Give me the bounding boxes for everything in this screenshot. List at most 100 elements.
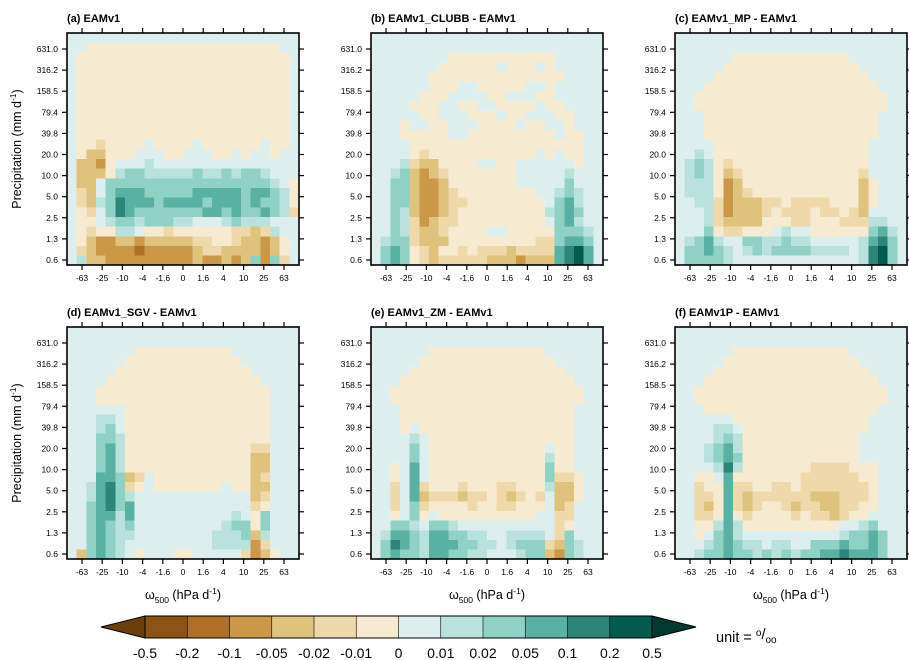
heatmap-cell (76, 520, 87, 531)
heatmap-cell (675, 245, 686, 256)
heatmap-cell (878, 168, 889, 179)
heatmap-cell (400, 414, 411, 425)
heatmap-cell (380, 91, 391, 102)
heatmap-cell (820, 187, 831, 198)
heatmap-cell (458, 433, 469, 444)
heatmap-cell (858, 245, 869, 256)
heatmap-cell (429, 187, 440, 198)
heatmap-cell (144, 501, 155, 512)
heatmap-cell (525, 52, 536, 63)
heatmap-cell (438, 356, 449, 367)
heatmap-cell (752, 414, 763, 425)
heatmap-cell (477, 91, 488, 102)
heatmap-cell (506, 62, 517, 73)
heatmap-cell (574, 236, 585, 247)
heatmap-cell (458, 443, 469, 454)
heatmap-cell (192, 491, 203, 502)
heatmap-cell (535, 375, 546, 386)
heatmap-cell (270, 530, 281, 541)
heatmap-cell (419, 236, 430, 247)
heatmap-cell (820, 423, 831, 434)
heatmap-cell (154, 178, 165, 189)
heatmap-cell (593, 414, 604, 425)
heatmap-cell (535, 327, 546, 338)
heatmap-cell (487, 33, 498, 44)
heatmap-cell (270, 71, 281, 82)
heatmap-cell (506, 139, 517, 150)
heatmap-cell (849, 120, 860, 131)
heatmap-cell (554, 481, 565, 492)
heatmap-cell (448, 236, 459, 247)
heatmap-cell (554, 520, 565, 531)
heatmap-cell (525, 129, 536, 140)
heatmap-cell (115, 52, 126, 63)
heatmap-cell (675, 549, 686, 560)
heatmap-cell (76, 216, 87, 227)
heatmap-cell (438, 139, 449, 150)
heatmap-cell (506, 100, 517, 111)
y-axis-label: Precipitation (mm d-1) (8, 383, 24, 502)
heatmap-cell (810, 168, 821, 179)
heatmap-cell (270, 100, 281, 111)
heatmap-cell (409, 394, 420, 405)
heatmap-cell (221, 452, 232, 463)
x-tick-label: 1.6 (501, 273, 513, 283)
heatmap-cell (829, 510, 840, 521)
heatmap-cell (202, 404, 213, 415)
heatmap-cell (438, 327, 449, 338)
heatmap-cell (260, 255, 271, 266)
heatmap-cell (583, 129, 594, 140)
heatmap-cell (458, 356, 469, 367)
heatmap-cell (105, 129, 116, 140)
heatmap-cell (684, 501, 695, 512)
heatmap-cell (733, 423, 744, 434)
heatmap-cell (173, 110, 184, 121)
heatmap-cell (810, 149, 821, 160)
heatmap-cell (134, 207, 145, 218)
heatmap-cell (183, 129, 194, 140)
heatmap-cell (858, 530, 869, 541)
heatmap-cell (96, 33, 107, 44)
colorbar-swatch (271, 616, 315, 638)
heatmap-cell (791, 481, 802, 492)
heatmap-cell (115, 414, 126, 425)
heatmap-cell (704, 423, 715, 434)
heatmap-cell (154, 385, 165, 396)
heatmap-cell (868, 197, 879, 208)
heatmap-cell (829, 481, 840, 492)
heatmap-cell (762, 158, 773, 169)
heatmap-cell (564, 100, 575, 111)
heatmap-cell (849, 327, 860, 338)
heatmap-cell (781, 226, 792, 237)
heatmap-cell (506, 327, 517, 338)
heatmap-cell (192, 501, 203, 512)
heatmap-cell (897, 33, 908, 44)
heatmap-cell (115, 226, 126, 237)
heatmap-cell (477, 62, 488, 73)
panel-title: (c) EAMv1_MP - EAMv1 (675, 13, 797, 25)
x-tick-label: 25 (563, 273, 573, 283)
heatmap-cell (839, 327, 850, 338)
heatmap-cell (849, 520, 860, 531)
heatmap-cell (733, 178, 744, 189)
panel-title: (a) EAMv1 (67, 13, 120, 25)
heatmap-cell (878, 52, 889, 63)
heatmap-cell (458, 245, 469, 256)
heatmap-cell (723, 472, 734, 483)
heatmap-cell (535, 81, 546, 92)
heatmap-cell (800, 481, 811, 492)
heatmap-cell (192, 375, 203, 386)
heatmap-cell (371, 91, 382, 102)
heatmap-cell (371, 187, 382, 198)
heatmap-cell (868, 433, 879, 444)
heatmap-cell (390, 33, 401, 44)
heatmap-cell (810, 520, 821, 531)
y-tick-label: 0.6 (654, 549, 666, 559)
heatmap-cell (684, 100, 695, 111)
heatmap-cell (771, 236, 782, 247)
heatmap-cell (752, 443, 763, 454)
heatmap-cell (76, 481, 87, 492)
heatmap-cell (535, 129, 546, 140)
heatmap-cell (202, 129, 213, 140)
heatmap-cell (371, 149, 382, 160)
